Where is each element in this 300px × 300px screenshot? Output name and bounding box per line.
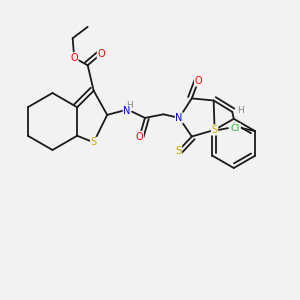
Text: O: O (98, 49, 105, 59)
Text: Cl: Cl (231, 124, 240, 133)
Text: H: H (237, 106, 244, 115)
Text: S: S (212, 125, 218, 135)
Text: O: O (195, 76, 202, 86)
Text: O: O (136, 131, 143, 142)
Text: Cl: Cl (230, 124, 239, 133)
Text: S: S (175, 146, 181, 156)
Text: O: O (70, 53, 78, 63)
Text: N: N (176, 113, 183, 123)
Text: N: N (123, 106, 131, 116)
Text: H: H (126, 101, 133, 110)
Text: S: S (91, 137, 97, 147)
